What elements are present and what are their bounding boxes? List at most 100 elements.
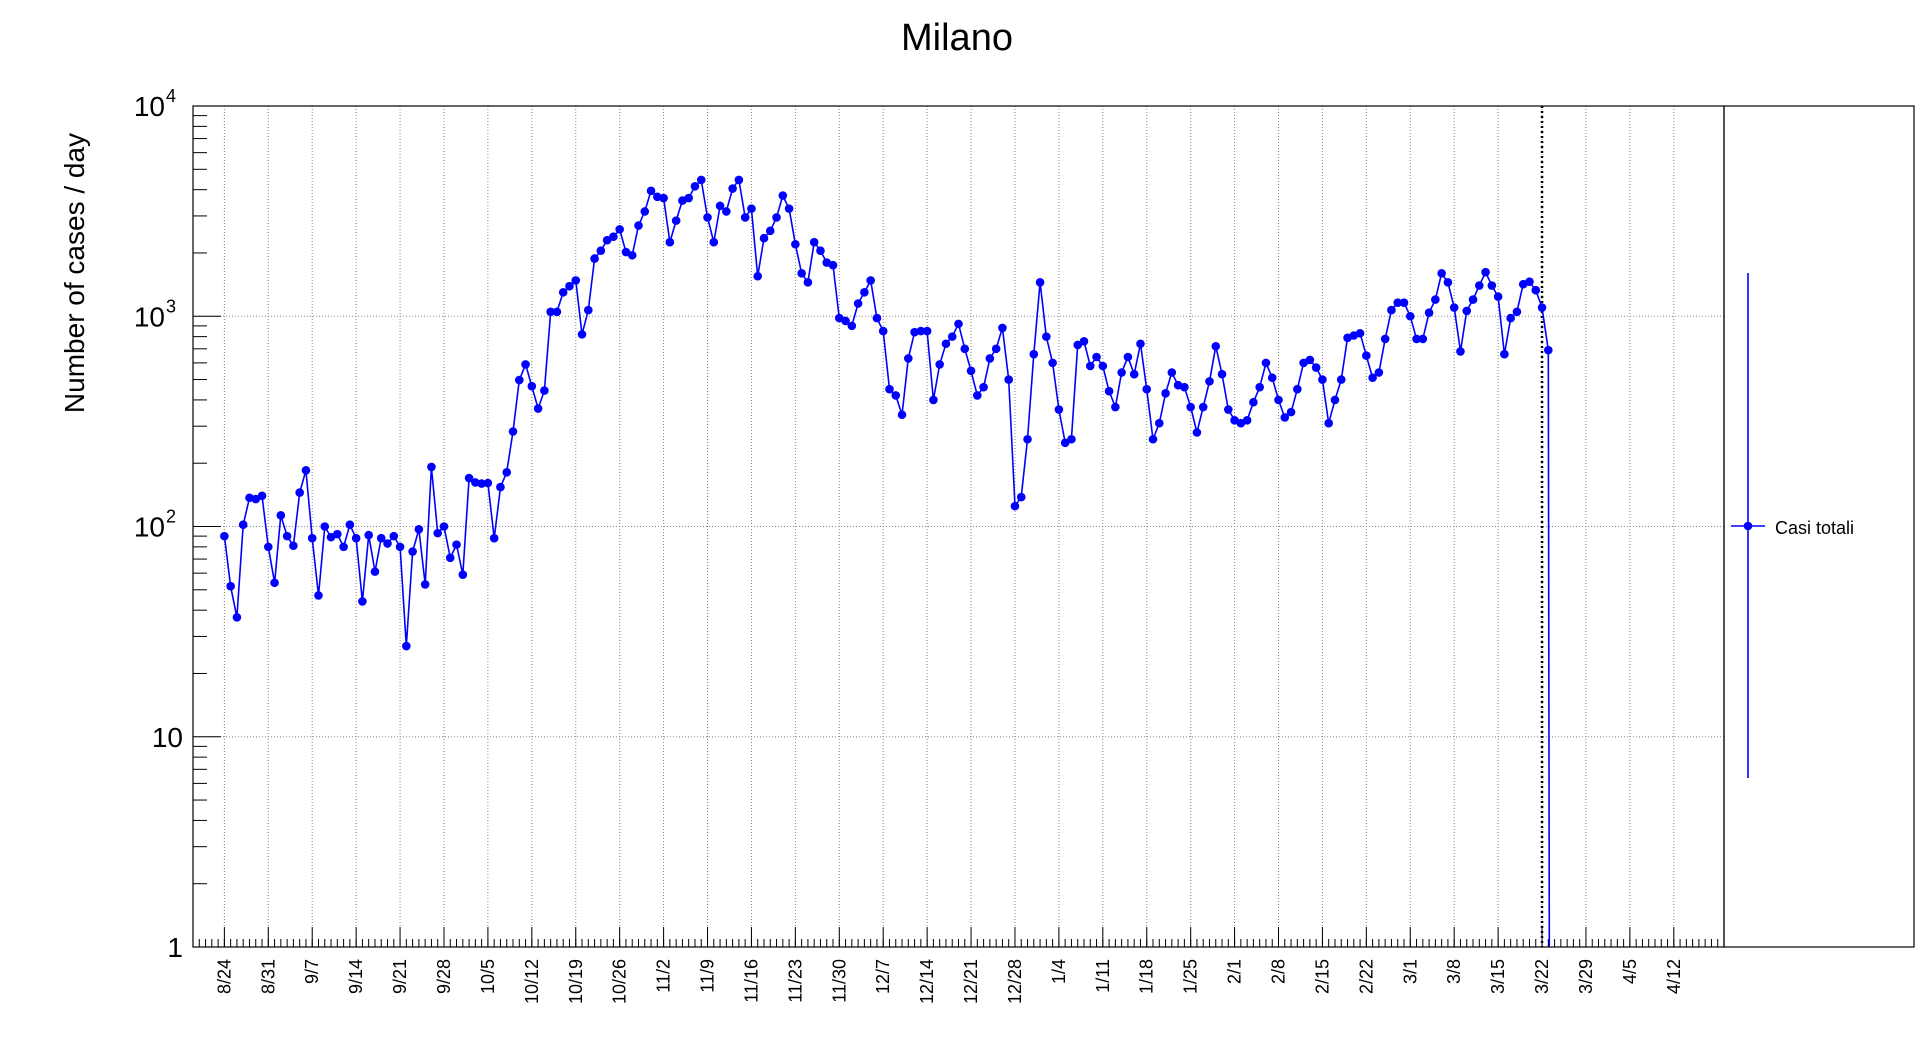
data-point <box>1424 308 1434 317</box>
x-tick-label: 12/28 <box>1005 959 1025 1004</box>
x-tick-label: 12/7 <box>873 959 893 994</box>
data-point <box>966 366 976 376</box>
data-point <box>709 237 719 247</box>
data-point <box>270 578 279 588</box>
x-tick-label: 10/5 <box>478 959 498 994</box>
data-point <box>671 216 681 225</box>
y-tick-label: 10 <box>134 512 165 543</box>
data-point <box>828 260 838 270</box>
x-tick-label: 2/8 <box>1269 959 1289 984</box>
x-tick-label: 4/5 <box>1620 959 1640 984</box>
data-point <box>439 522 449 531</box>
data-point <box>1525 277 1534 286</box>
data-point <box>847 321 857 331</box>
data-point <box>1305 355 1315 365</box>
data-point <box>1468 295 1478 304</box>
data-point <box>1129 369 1139 379</box>
data-point <box>841 316 850 326</box>
legend-frame <box>1723 105 1915 948</box>
data-point <box>408 547 417 556</box>
legend: Casi totali <box>1723 105 1915 948</box>
data-point <box>1387 305 1396 315</box>
data-point <box>1330 395 1340 405</box>
data-point <box>665 237 675 247</box>
data-point <box>659 193 668 203</box>
data-point <box>954 319 963 329</box>
data-point <box>477 479 486 488</box>
data-point <box>1067 434 1076 444</box>
data-point <box>797 269 806 278</box>
data-point <box>979 382 988 392</box>
data-point <box>502 468 512 477</box>
x-tick-label: 10/19 <box>566 959 586 1004</box>
data-point <box>684 193 693 203</box>
data-point <box>257 491 267 501</box>
data-point <box>772 213 781 222</box>
data-point <box>1136 339 1145 349</box>
data-point <box>220 531 229 541</box>
data-point <box>1506 313 1515 323</box>
data-point <box>1293 384 1302 394</box>
x-tick-label: 12/21 <box>961 959 981 1004</box>
data-point <box>402 641 411 651</box>
x-tick-label: 1/25 <box>1181 959 1201 994</box>
data-point <box>1142 384 1152 394</box>
data-point <box>615 225 624 234</box>
data-point <box>445 553 455 563</box>
data-point <box>364 530 373 540</box>
y-tick-exponent: 4 <box>166 86 176 106</box>
data-point <box>778 191 788 200</box>
data-point <box>1412 334 1421 344</box>
data-point <box>1443 278 1453 287</box>
data-point <box>1249 397 1258 407</box>
legend-marker <box>1743 521 1753 531</box>
data-point <box>295 488 304 497</box>
x-tick-label: 3/1 <box>1400 959 1420 984</box>
data-point <box>1154 418 1164 428</box>
data-point <box>759 233 769 243</box>
data-point <box>1355 328 1365 338</box>
data-point <box>853 299 863 308</box>
y-tick-label: 1 <box>167 932 183 963</box>
data-point <box>1004 375 1013 384</box>
data-point <box>722 207 731 216</box>
data-point <box>1456 347 1465 356</box>
x-tick-label: 1/18 <box>1137 959 1157 994</box>
data-point <box>558 287 568 297</box>
y-tick-label: 10 <box>134 91 165 122</box>
data-point <box>514 375 524 385</box>
data-point <box>1242 415 1252 425</box>
data-point <box>696 175 706 185</box>
data-point <box>1205 377 1214 386</box>
data-point <box>1104 386 1114 396</box>
data-point <box>1431 295 1440 304</box>
x-tick-label: 3/22 <box>1532 959 1552 994</box>
data-point <box>728 184 737 193</box>
data-point <box>232 612 242 622</box>
data-point <box>1023 434 1032 444</box>
data-point <box>1474 281 1484 290</box>
data-point <box>922 326 932 336</box>
data-point <box>1192 428 1202 437</box>
data-point <box>583 305 593 315</box>
data-point <box>897 410 907 420</box>
data-point <box>333 529 342 539</box>
data-point <box>1111 402 1120 412</box>
data-point <box>1198 402 1208 412</box>
data-point <box>1117 368 1126 377</box>
data-point <box>1481 267 1490 277</box>
data-point <box>370 567 380 576</box>
legend-label: Casi totali <box>1775 518 1854 538</box>
data-point <box>985 354 995 363</box>
data-point <box>998 323 1007 333</box>
data-point <box>1368 373 1377 383</box>
x-tick-label: 3/8 <box>1444 959 1464 984</box>
data-point <box>809 237 819 247</box>
data-point <box>1449 303 1459 312</box>
x-tick-label: 11/30 <box>829 959 849 1003</box>
data-point <box>1531 285 1541 295</box>
x-tick-label: 2/1 <box>1225 959 1245 984</box>
x-tick-label: 3/29 <box>1576 959 1596 994</box>
data-point <box>1079 337 1089 346</box>
